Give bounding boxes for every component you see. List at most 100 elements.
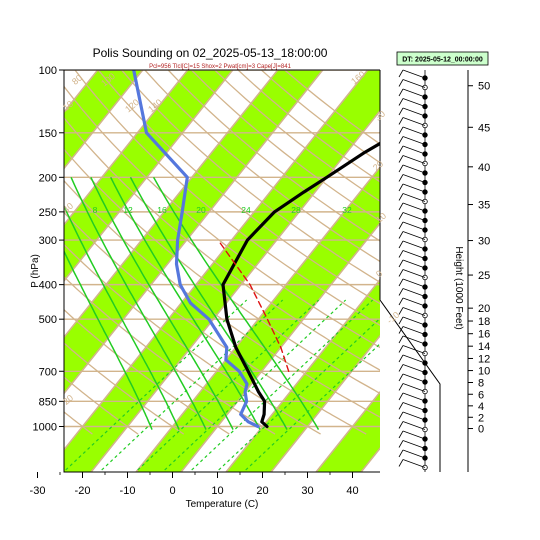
wind-barb [398,183,428,195]
wind-barb-feather [398,373,404,382]
height-tick-label: 2 [478,412,484,424]
wind-barb-feather [398,155,404,163]
wind-barb [398,164,428,176]
sounding-series [132,70,380,429]
height-tick-label: 50 [478,81,490,93]
wind-barb [398,193,428,205]
dry-adiabat [0,70,47,434]
wind-barb [398,126,428,138]
height-tick-label: 4 [478,401,484,413]
moist-adiabats [64,176,320,430]
wind-barb-staff [402,459,426,468]
wind-barb-staff [402,221,426,231]
mixing-ratio-line [218,317,380,471]
dry-adiabat [64,179,380,418]
chart-title: Polis Sounding on 02_2025-05-13_18:00:00 [93,46,328,60]
wind-barb [398,335,428,347]
dew-point-line [132,70,260,429]
height-tick-label: 12 [478,353,490,365]
wind-barb-feather [398,117,404,125]
wind-barb-staff [402,259,426,269]
height-tick-label: 6 [478,389,484,401]
x-axis-title: Temperature (C) [186,499,259,510]
height-tick-label: 40 [478,162,490,174]
wind-barb-staff [402,364,426,373]
x-tick-label: -20 [75,485,91,497]
wind-barb-feather [398,307,404,315]
wind-barb [398,145,428,157]
wind-barb-staff [402,269,426,278]
moist-adiabat [64,249,153,430]
wind-barb-feather [398,145,404,154]
pressure-tick-label: 400 [39,280,57,292]
isotherm-line [64,70,369,451]
isotherm-line [360,447,380,472]
wind-barb-feather [398,392,404,401]
wind-barb [398,392,428,404]
wind-barb-feather [398,88,404,97]
date-badge: DT: 2025-05-12_00:00:00 [396,51,489,66]
wind-barb-staff [402,212,426,221]
wind-barb-feather [398,250,404,258]
dry-adiabat [64,116,380,371]
wind-barb-staff [402,183,426,193]
wind-barb [398,202,428,214]
mixing-ratio-label: 8 [93,205,98,215]
wind-barb-staff [402,164,426,174]
x-tick-label: 0 [169,485,175,497]
pressure-tick-label: 500 [39,314,57,326]
wind-barb [398,250,428,262]
dry-adiabat [64,85,380,349]
wind-barb-feather [398,69,404,78]
plot-frame [63,69,441,473]
mixing-ratio-label: 20 [196,205,206,215]
dry-adiabat-label: 20 [371,159,385,173]
wind-barb-staff [402,79,426,88]
x-axis: -30 -20 -10 0 10 20 30 40 [30,472,359,497]
moist-adiabat [64,204,180,430]
x-tick-label: 40 [346,485,358,497]
wind-barb [398,373,428,385]
dry-adiabat [64,276,276,435]
wind-barb-staff [402,288,426,297]
moist-adiabat [70,176,207,430]
wind-barb-staff [402,421,426,430]
wind-barb [398,326,428,338]
height-tick-label: 8 [478,377,484,389]
wind-barb-staff [402,250,426,259]
y-axis-title: P (hPa) [30,254,41,288]
wind-barb-staff [402,98,426,107]
wind-barb-feather [398,364,404,372]
wind-barb-feather [398,269,404,277]
dry-adiabat [97,70,380,305]
wind-barb [398,107,428,119]
wind-barb [398,316,428,328]
wind-barb-staff [402,335,426,345]
wind-barb-staff [402,231,426,240]
dry-adiabat [167,70,380,242]
height-tick-label: 16 [478,329,490,341]
height-tick-label: 35 [478,200,490,212]
dry-adiabat-label: 0 [374,268,384,279]
temperature-band [136,167,380,472]
wind-barb [398,269,428,281]
x-tick-label: 10 [211,485,223,497]
wind-barb [398,354,428,366]
mixing-ratio-label: 28 [291,205,301,215]
wind-barb-feather [398,354,404,363]
isotherm-line [180,222,380,472]
wind-barb-feather [398,288,404,296]
wind-barb-feather [398,174,404,182]
wind-barb [398,402,428,414]
wind-barb [398,136,428,148]
dry-adiabat [0,70,1,434]
dry-adiabat-label: 10 [61,99,75,113]
wind-barb-feather [398,402,404,410]
isotherm-line [0,66,11,475]
wind-barb-feather [398,335,404,344]
wind-barb-feather [398,316,404,325]
wind-barb-feather [398,259,404,268]
dry-adiabat [64,342,185,435]
wind-barb [398,174,428,186]
